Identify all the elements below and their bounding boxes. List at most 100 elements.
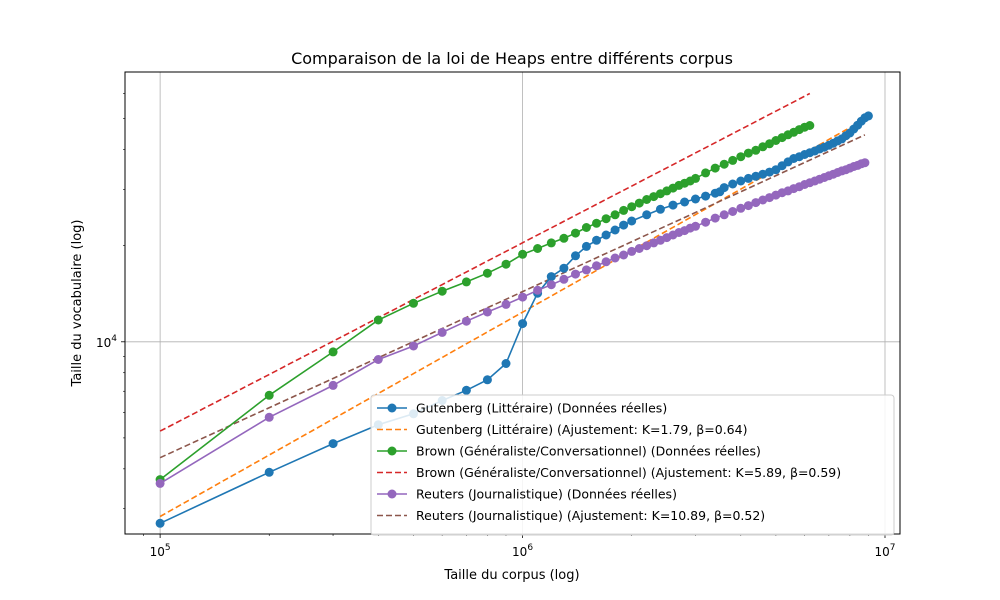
data-point [533,244,543,253]
y-axis-label: Taille du vocabulaire (log) [70,220,85,388]
data-point [546,280,556,290]
data-point [743,148,753,158]
legend-entry: Brown (Généraliste/Conversationnel) (Don… [416,444,761,459]
legend-swatch-marker [387,489,397,499]
legend-entry: Reuters (Journalistique) (Données réelle… [416,487,677,502]
data-point [601,257,611,267]
x-tick-label: 107 [874,543,895,559]
data-point [518,249,528,259]
data-point [264,412,274,422]
axis-ticks: 105 106 107 104 [96,93,896,559]
data-point [501,299,511,309]
data-point [743,201,753,211]
fit-lines [159,92,869,518]
data-point [501,359,511,368]
data-point [710,213,720,223]
data-point [518,319,528,329]
data-point [691,194,700,204]
legend-entry: Reuters (Journalistique) (Ajustement: K=… [416,508,765,523]
data-point [482,307,492,317]
data-point [860,158,870,168]
x-axis-label: Taille du corpus (log) [443,568,579,583]
data-point [701,191,711,201]
data-point [627,246,637,256]
data-point [728,207,738,216]
data-point [719,159,729,169]
data-point [328,439,338,449]
data-point [610,253,620,263]
data-point [863,111,873,121]
data-point [736,152,746,162]
data-point [751,198,761,208]
data-point [736,203,746,213]
data-point [437,327,447,337]
data-point [571,251,580,261]
data-point [655,204,665,214]
data-point [592,218,601,228]
chart-title: Comparaison de la loi de Heaps entre dif… [291,49,733,68]
data-point [461,316,471,326]
x-tick-label: 105 [150,543,171,559]
data-point [155,518,165,528]
data-point [619,250,629,260]
fit-line-5 [159,134,866,459]
data-point [701,168,711,178]
data-point [634,244,644,253]
data-point [592,235,601,245]
data-point [533,285,543,295]
data-point [743,173,753,183]
data-point [264,390,274,400]
data-point [691,221,700,231]
data-point [751,145,761,155]
data-point [719,210,729,220]
data-point [627,202,637,212]
data-point [642,210,652,220]
data-point [728,155,738,165]
data-point [728,179,738,189]
data-point [581,265,591,275]
data-point [571,228,580,238]
data-point [642,241,652,251]
data-point [373,355,383,364]
data-point [758,142,768,152]
data-point [518,292,528,302]
data-point [155,478,165,488]
data-point [581,223,591,232]
data-point [482,268,492,278]
data-point [482,375,492,385]
data-point [627,216,637,226]
data-point [461,277,471,287]
data-point [592,261,601,271]
data-point [610,210,620,220]
data-point [610,225,620,235]
data-point [736,176,746,186]
legend: Gutenberg (Littéraire) (Données réelles)… [370,394,895,536]
data-point [571,269,580,279]
data-point [601,230,611,240]
data-point [264,467,274,477]
data-point [328,347,338,357]
data-point [680,197,690,207]
data-point [619,220,629,230]
data-point [546,238,556,248]
data-series [155,111,873,528]
data-point [409,298,418,308]
data-point [710,163,720,173]
data-point [581,241,591,251]
data-point [328,380,338,390]
data-point [601,214,611,224]
fit-line-1 [159,116,869,518]
data-point [805,121,815,130]
data-point [546,272,556,282]
legend-swatch-marker [387,403,397,413]
fit-line-3 [159,92,811,432]
data-point [501,259,511,269]
data-point [691,173,700,183]
data-point [668,200,678,210]
x-tick-label: 106 [512,543,533,559]
legend-swatch-marker [387,446,397,456]
data-point [701,217,711,227]
y-tick-label: 104 [96,334,117,350]
data-point [373,315,383,325]
